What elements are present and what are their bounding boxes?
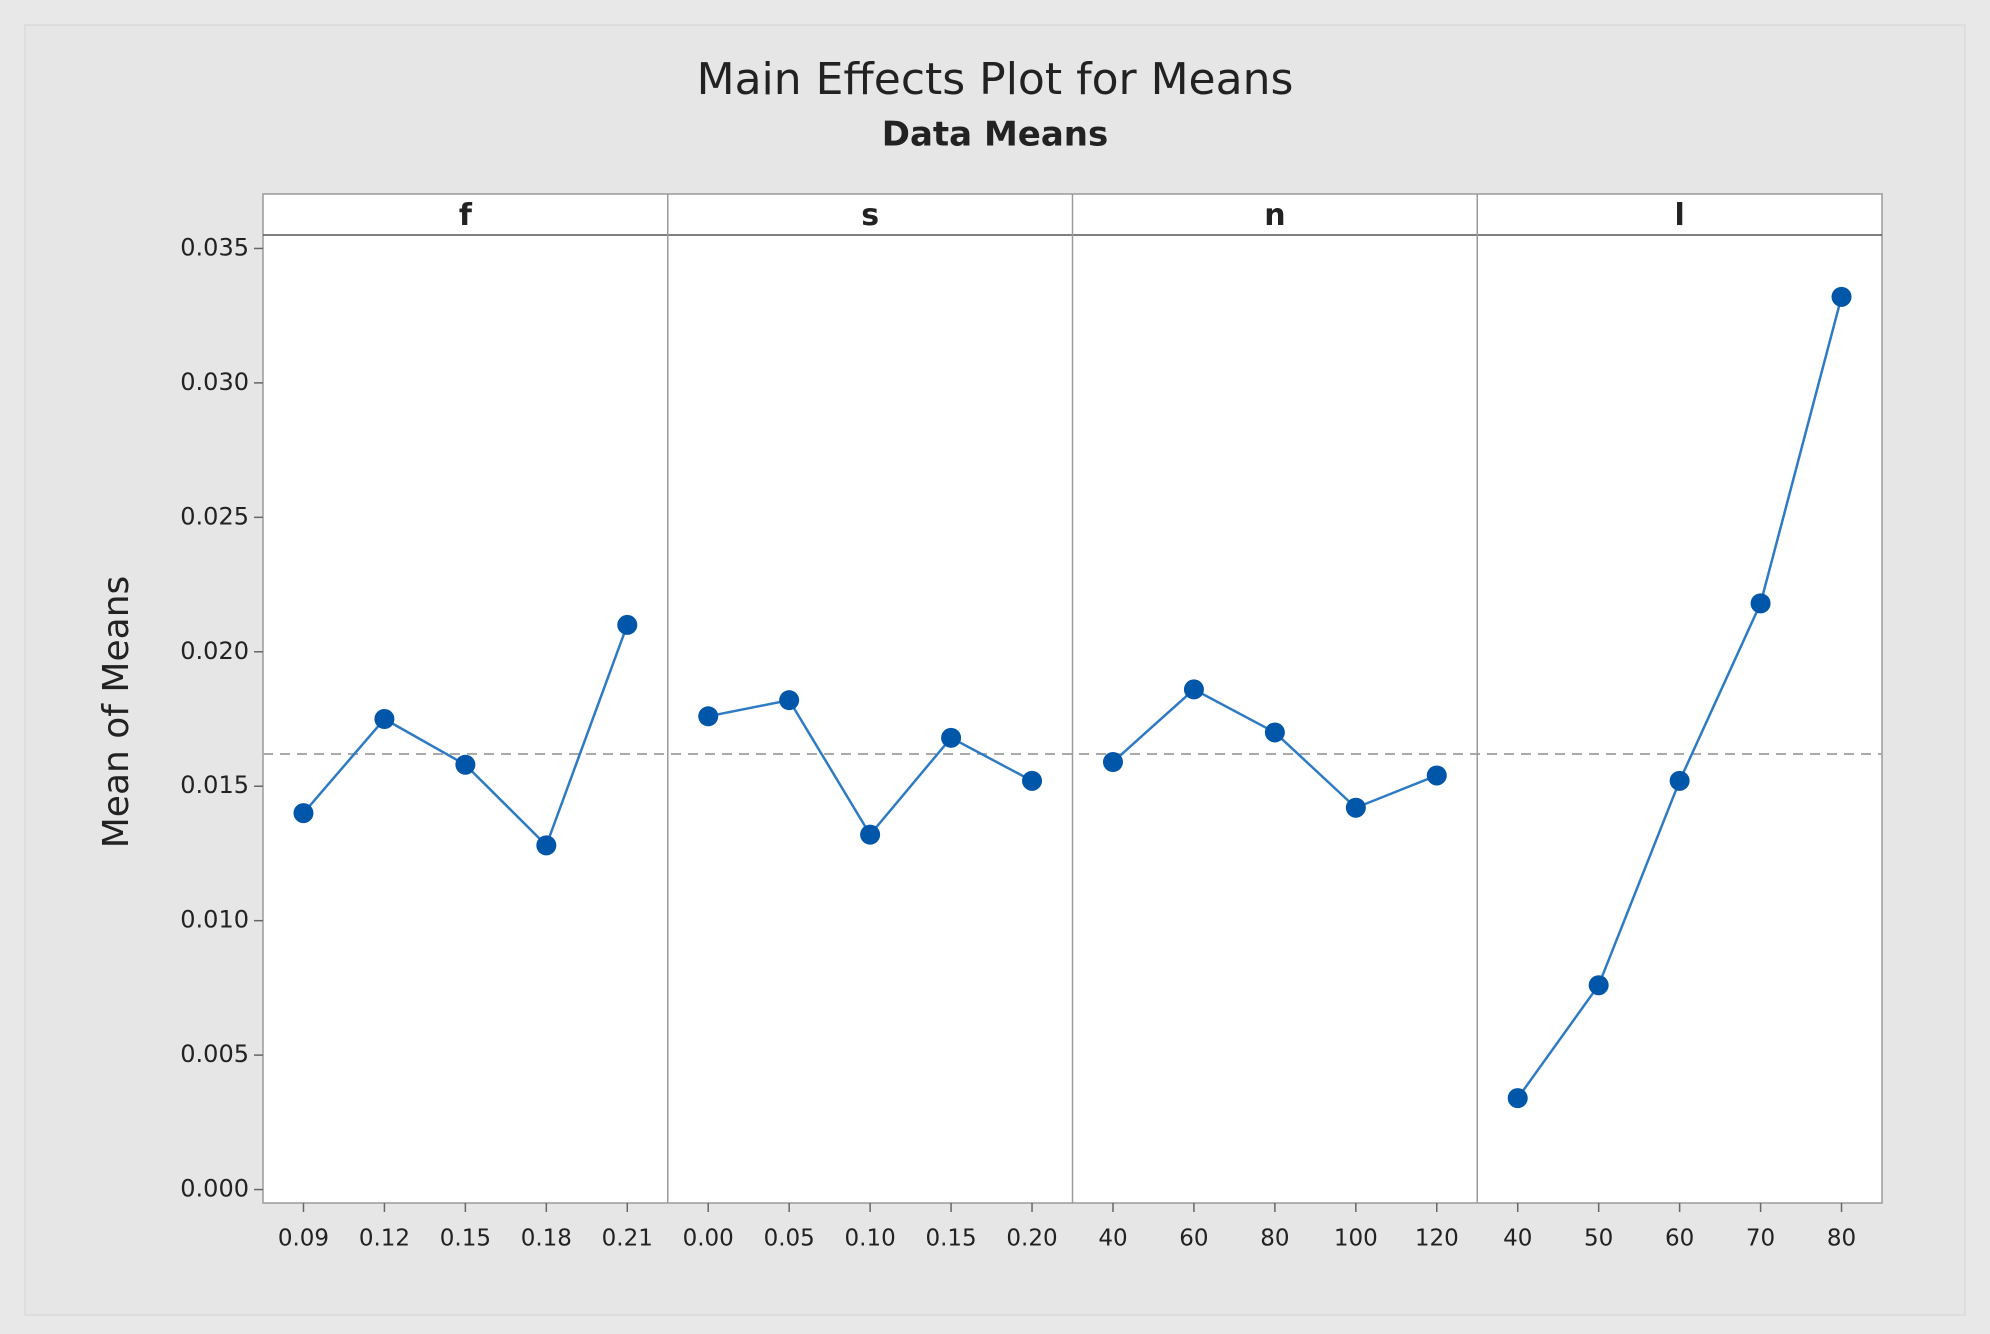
x-tick-label: 0.09 (278, 1226, 329, 1252)
panel-label: n (1264, 198, 1285, 233)
point (455, 754, 476, 775)
x-tick-label: 100 (1334, 1226, 1378, 1252)
point (1426, 765, 1447, 786)
point (1102, 752, 1123, 773)
x-tick-label: 60 (1179, 1226, 1208, 1252)
x-tick-label: 0.18 (521, 1226, 572, 1252)
panel-label: s (861, 198, 879, 233)
x-tick-label: 0.20 (1006, 1226, 1057, 1252)
x-tick-label: 0.12 (359, 1226, 410, 1252)
x-tick-label: 40 (1098, 1226, 1127, 1252)
panel-label: l (1674, 198, 1684, 233)
x-tick-label: 0.15 (925, 1226, 976, 1252)
y-tick-label: 0.035 (180, 233, 249, 261)
point (1750, 593, 1771, 614)
point (1588, 975, 1609, 996)
point (1183, 679, 1204, 700)
y-tick-label: 0.020 (180, 637, 249, 665)
x-tick-label: 50 (1584, 1226, 1613, 1252)
y-tick-label: 0.010 (180, 906, 249, 934)
x-tick-label: 40 (1503, 1226, 1532, 1252)
y-tick-label: 0.000 (180, 1175, 249, 1203)
y-tick-label: 0.005 (180, 1040, 249, 1068)
chart-subtitle: Data Means (882, 115, 1108, 155)
x-tick-label: 120 (1415, 1226, 1459, 1252)
x-tick-label: 0.15 (440, 1226, 491, 1252)
x-tick-label: 60 (1665, 1226, 1694, 1252)
panel-label: f (459, 198, 473, 233)
point (617, 614, 638, 635)
x-tick-label: 80 (1827, 1226, 1856, 1252)
point (293, 803, 314, 824)
point (1345, 797, 1366, 818)
x-tick-label: 0.10 (845, 1226, 896, 1252)
y-axis-label: Mean of Means (96, 576, 137, 849)
x-tick-label: 0.21 (602, 1226, 653, 1252)
point (698, 706, 719, 727)
point (860, 824, 881, 845)
point (1022, 770, 1043, 791)
x-tick-label: 70 (1746, 1226, 1775, 1252)
y-tick-label: 0.030 (180, 368, 249, 396)
x-tick-label: 0.00 (683, 1226, 734, 1252)
point (374, 709, 395, 729)
point (779, 690, 800, 711)
y-tick-label: 0.025 (180, 502, 249, 530)
point (1507, 1088, 1528, 1109)
point (536, 835, 557, 856)
chart-title: Main Effects Plot for Means (697, 54, 1294, 105)
y-tick-label: 0.015 (180, 771, 249, 799)
x-tick-label: 0.05 (764, 1226, 815, 1252)
point (1831, 286, 1852, 307)
point (1264, 722, 1285, 743)
x-tick-label: 80 (1260, 1226, 1289, 1252)
point (1669, 770, 1690, 791)
point (941, 727, 962, 748)
